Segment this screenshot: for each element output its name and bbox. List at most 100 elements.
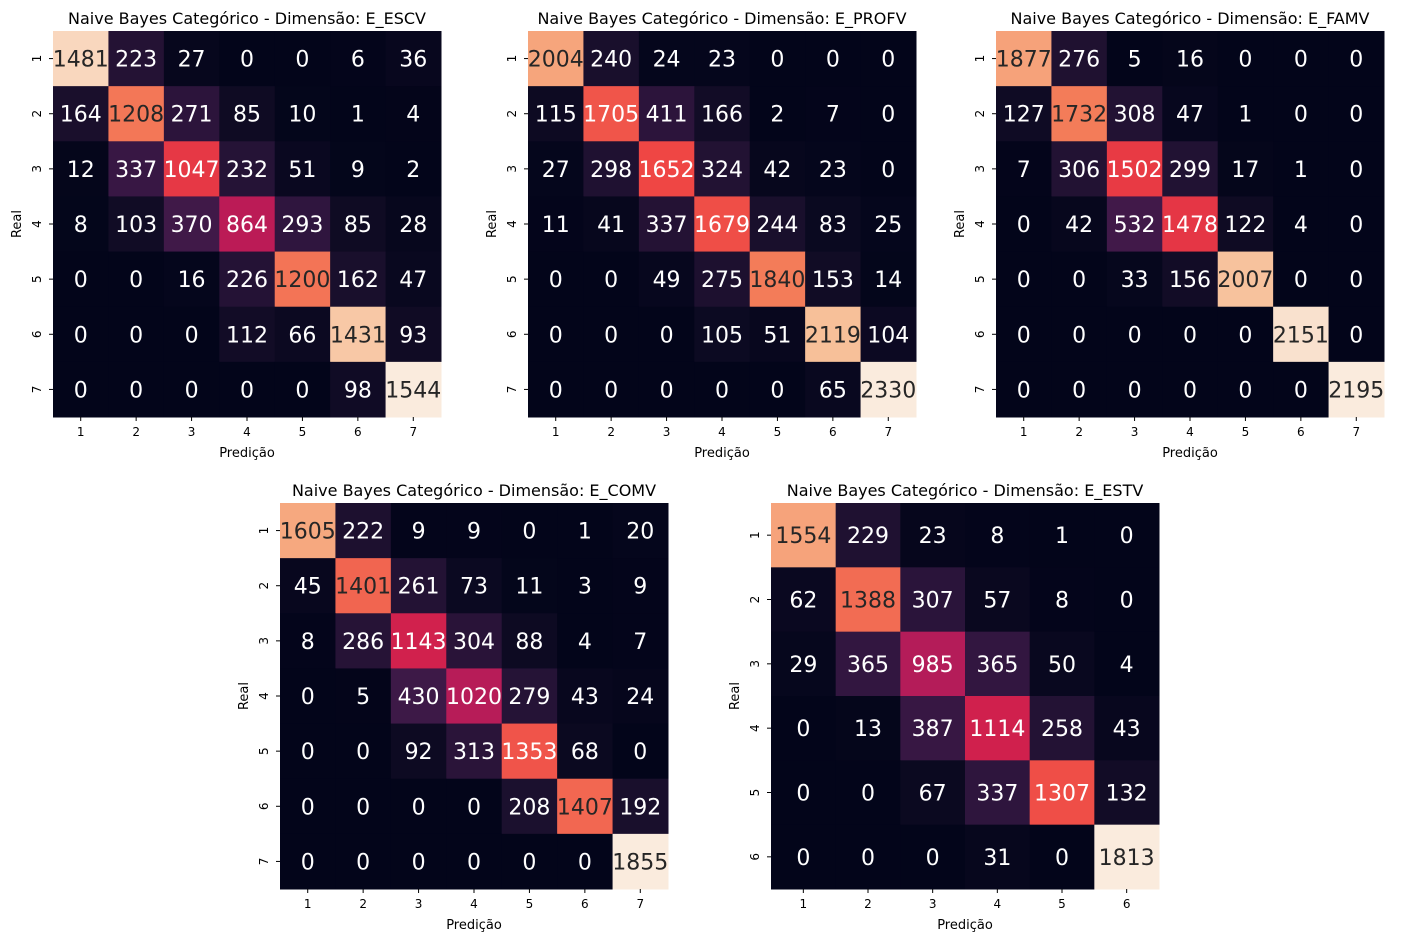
heatmap-cell [805,196,862,253]
cell-value-label: 192 [619,795,661,820]
heatmap-cell [330,86,387,142]
heatmap-cell [274,196,331,253]
x-tick-label: 4 [1186,425,1194,439]
heatmap-cell [835,760,901,826]
x-tick-label: 6 [354,425,362,439]
heatmap-cell [1106,196,1163,253]
cell-value-label: 27 [542,158,570,183]
heatmap-cell [330,361,387,418]
cell-value-label: 0 [74,268,88,293]
cell-value-label: 0 [604,378,618,403]
cell-value-label: 0 [660,378,674,403]
heatmap-cell [749,361,806,418]
cell-value-label: 2 [770,103,784,128]
cell-value-label: 42 [763,158,791,183]
cell-value-label: 0 [185,323,199,348]
cell-value-label: 65 [819,378,847,403]
heatmap-cell [1162,196,1219,253]
heatmap-cell [53,141,109,197]
cell-value-label: 1200 [274,268,330,293]
cell-value-label: 51 [763,323,791,348]
cell-value-label: 23 [919,524,947,549]
heatmap-cell [557,503,614,559]
heatmap-cell [749,31,806,87]
heatmap-cell [1217,361,1274,418]
heatmap-cell [1273,31,1330,87]
y-tick-label: 3 [973,165,987,173]
heatmap-cell [53,196,109,253]
cell-value-label: 92 [405,740,433,765]
y-tick-label: 6 [30,330,44,338]
cell-value-label: 324 [701,158,743,183]
cell-value-label: 0 [926,846,940,871]
cell-value-label: 0 [1349,103,1363,128]
cell-value-label: 0 [467,795,481,820]
cell-value-label: 232 [226,158,268,183]
cell-value-label: 1732 [1051,103,1107,128]
cell-value-label: 164 [60,103,102,128]
cell-value-label: 88 [515,630,543,655]
x-tick-label: 7 [636,897,644,911]
cell-value-label: 0 [412,795,426,820]
y-tick-label: 5 [257,747,271,755]
cell-value-label: 864 [226,213,268,238]
heatmap-cell [612,613,669,669]
cell-value-label: 1020 [446,685,502,710]
cell-value-label: 0 [578,850,592,875]
y-tick-label: 3 [748,660,762,668]
cell-value-label: 0 [881,158,895,183]
heatmap-cell [1106,361,1163,418]
heatmap-cell [638,306,695,363]
heatmap-cell [805,31,862,87]
x-tick-label: 4 [243,425,251,439]
cell-value-label: 66 [288,323,316,348]
cell-value-label: 293 [281,213,323,238]
cell-value-label: 43 [571,685,599,710]
heatmap-cell [583,196,640,253]
cell-value-label: 2007 [1217,268,1273,293]
cell-value-label: 1502 [1107,158,1163,183]
x-tick-label: 5 [774,425,782,439]
heatmap-cell [860,306,917,363]
heatmap-cell [1051,251,1108,308]
cell-value-label: 4 [1120,653,1134,678]
x-tick-label: 7 [1352,425,1360,439]
heatmap-cell [1162,306,1219,363]
cell-value-label: 50 [1048,653,1076,678]
heatmap-cell [330,196,387,253]
heatmap-cell [749,86,806,142]
cell-value-label: 298 [590,158,632,183]
cell-value-label: 1544 [385,378,441,403]
cell-value-label: 0 [796,717,810,742]
x-tick-label: 6 [1297,425,1305,439]
cell-value-label: 4 [1294,213,1308,238]
heatmap-cell [557,833,614,890]
y-axis-label: Real [485,210,500,238]
y-tick-label: 1 [973,55,987,63]
cell-value-label: 112 [226,323,268,348]
cell-value-label: 16 [178,268,206,293]
heatmap-cell [274,141,331,197]
heatmap-cell [385,86,442,142]
cell-value-label: 0 [1017,378,1031,403]
heatmap-cell [1273,361,1330,418]
heatmap-cell [330,306,387,363]
heatmap-cell [860,196,917,253]
heatmap-cell [1029,824,1095,890]
heatmap-cell [1051,306,1108,363]
cell-value-label: 276 [1058,48,1100,73]
heatmap-cell [390,558,447,614]
cell-value-label: 0 [356,740,370,765]
cell-value-label: 27 [178,48,206,73]
heatmap-cell [446,503,503,559]
heatmap-cell [108,196,165,253]
cell-value-label: 0 [1017,213,1031,238]
cell-value-label: 0 [1294,103,1308,128]
heatmap-cell [274,31,331,87]
y-tick-label: 3 [257,637,271,645]
cell-value-label: 0 [1183,378,1197,403]
cell-value-label: 0 [770,48,784,73]
heatmap-cell [280,833,336,890]
heatmap-cell [965,503,1031,568]
